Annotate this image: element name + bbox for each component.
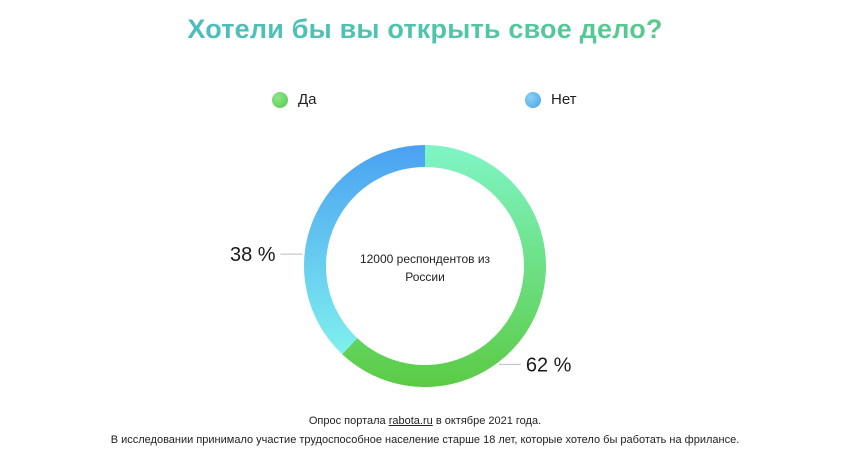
value-label-no: 38 % [230, 244, 276, 266]
footer-source: Опрос портала rabota.ru в октябре 2021 г… [0, 415, 850, 427]
legend-item-no: Нет [525, 91, 577, 108]
chart-title: Хотели бы вы открыть свое дело? [0, 14, 850, 45]
legend-swatch-no [525, 91, 541, 108]
slice-yes [342, 145, 546, 388]
legend-label-no: Нет [551, 91, 577, 108]
center-text-line-2: России [405, 270, 445, 284]
legend-label-yes: Да [298, 91, 317, 108]
value-label-yes: 62 % [526, 354, 572, 376]
center-text-line-1: 12000 респондентов из [360, 252, 491, 266]
slice-no [304, 145, 425, 355]
source-link[interactable]: rabota.ru [388, 415, 433, 427]
footer-prefix: Опрос портала [308, 415, 389, 427]
footer-note: В исследовании принимало участие трудосп… [110, 434, 740, 446]
legend-swatch-yes [272, 91, 288, 108]
legend-item-yes: Да [272, 91, 317, 108]
footer-suffix: в октябре 2021 года. [432, 415, 542, 427]
